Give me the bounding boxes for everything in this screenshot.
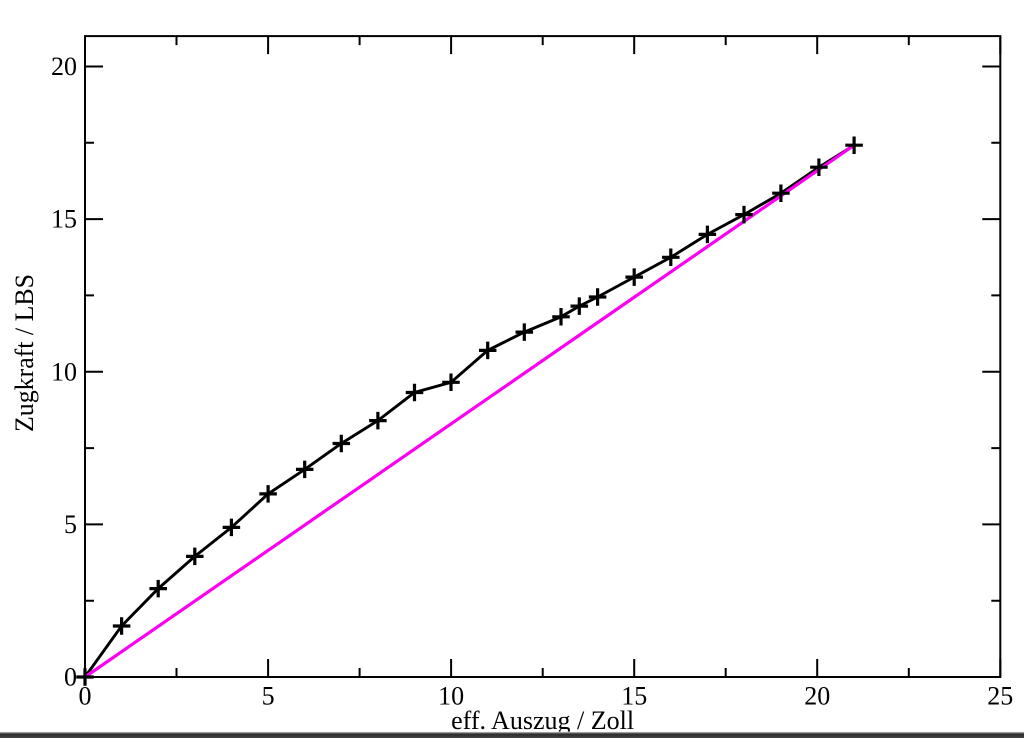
svg-text:20: 20: [51, 52, 77, 81]
svg-text:Zugkraft / LBS: Zugkraft / LBS: [10, 274, 39, 432]
svg-text:5: 5: [64, 510, 77, 539]
svg-text:10: 10: [438, 682, 464, 711]
svg-text:15: 15: [51, 205, 77, 234]
svg-text:15: 15: [621, 682, 647, 711]
svg-text:5: 5: [262, 682, 275, 711]
svg-text:0: 0: [64, 663, 77, 692]
svg-text:0: 0: [79, 682, 92, 711]
svg-text:25: 25: [987, 682, 1013, 711]
svg-text:10: 10: [51, 357, 77, 386]
svg-text:eff. Auszug / Zoll: eff. Auszug / Zoll: [451, 706, 634, 735]
svg-text:20: 20: [804, 682, 830, 711]
